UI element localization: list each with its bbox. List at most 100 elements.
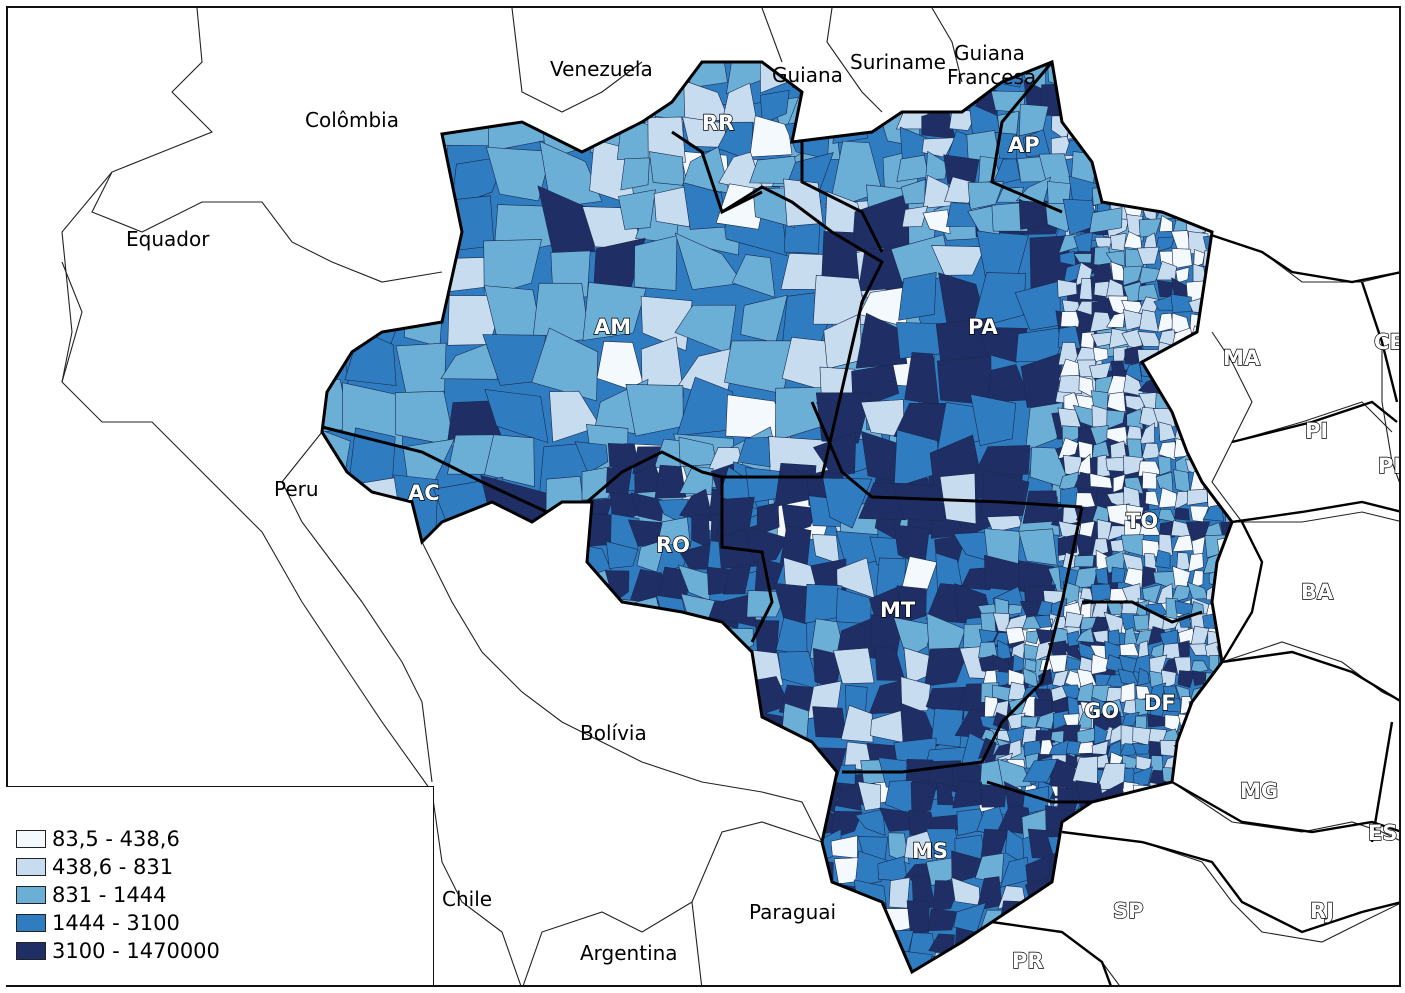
municipality-cell [1096, 949, 1128, 972]
municipality-cell [582, 282, 647, 341]
municipality-cell [896, 585, 927, 623]
country-label-guiana-francesa-2: Francesa [947, 65, 1036, 89]
municipality-cell [1079, 277, 1093, 300]
legend-label-2: 438,6 - 831 [52, 855, 174, 879]
municipality-cell [1006, 614, 1028, 631]
legend-label-3: 831 - 1444 [52, 883, 167, 907]
municipality-cell [1103, 812, 1126, 841]
state-label-ms: MS [912, 839, 948, 863]
municipality-cell [1169, 379, 1191, 397]
municipality-cell [1076, 711, 1092, 729]
municipality-cell [660, 62, 688, 89]
municipality-cell [1157, 455, 1172, 476]
municipality-cell [1089, 113, 1116, 137]
country-label-equador: Equador [126, 227, 210, 251]
municipality-cell [1096, 763, 1126, 791]
municipality-cell [1219, 553, 1232, 574]
neighbor-state-labels: MA PI CE PE BA MG ES SP RJ PR [1011, 329, 1399, 973]
municipality-cell [1218, 781, 1232, 799]
municipality-cell [1207, 769, 1223, 785]
municipality-cell [1072, 855, 1106, 880]
country-label-suriname: Suriname [850, 50, 946, 74]
municipality-cell [906, 900, 930, 934]
municipality-cell [910, 782, 938, 816]
municipality-cell [1121, 328, 1144, 350]
municipality-cell [1087, 137, 1118, 164]
municipality-cell [1093, 262, 1114, 282]
municipality-cell [822, 477, 873, 529]
municipality-cell [1155, 358, 1174, 376]
municipality-cell [1091, 441, 1110, 458]
municipality-cell [1138, 218, 1162, 238]
municipality-cell [836, 923, 866, 955]
municipality-cell [1206, 425, 1221, 446]
municipality-cell [1065, 84, 1098, 113]
municipality-cell [783, 178, 824, 227]
municipality-cell [853, 922, 883, 958]
municipality-cell [1201, 437, 1224, 461]
municipality-cell [1111, 566, 1126, 583]
municipality-cell [1075, 975, 1105, 987]
municipality-cell [1073, 253, 1092, 264]
municipality-cell [1219, 201, 1232, 219]
municipality-cell [1217, 409, 1232, 427]
country-label-paraguai: Paraguai [749, 900, 836, 924]
municipality-cell [343, 476, 401, 538]
municipality-cell [1090, 654, 1112, 675]
municipality-cell [1122, 754, 1139, 770]
municipality-cell [1124, 627, 1139, 648]
municipality-cell [641, 336, 685, 397]
municipality-cell [408, 236, 452, 306]
municipality-cell [1089, 207, 1123, 234]
municipality-cell [1076, 627, 1095, 643]
municipality-cell [1149, 700, 1166, 717]
map-frame: Colômbia Venezuela Guiana Suriname Guian… [6, 6, 1401, 987]
municipality-cell [1073, 471, 1094, 491]
municipality-cell [1218, 470, 1232, 493]
municipality-cell [720, 627, 754, 660]
municipality-cell [814, 972, 840, 987]
municipality-cell [840, 704, 874, 743]
municipality-cell [714, 777, 752, 806]
municipality-cell [1205, 196, 1224, 220]
municipality-cell [1203, 696, 1222, 718]
municipality-cell [655, 540, 692, 575]
country-label-colombia: Colômbia [305, 108, 399, 132]
municipality-cell [1092, 346, 1109, 363]
municipality-cell [1220, 667, 1232, 689]
state-label-ma: MA [1223, 346, 1261, 370]
municipality-cell [1159, 629, 1178, 647]
municipality-cell [1112, 474, 1126, 493]
state-label-rr: RR [702, 111, 734, 135]
municipality-cell [900, 676, 931, 712]
municipality-cell [924, 647, 970, 687]
municipality-cell [992, 632, 1009, 646]
municipality-cell [816, 927, 836, 960]
municipality-cell [1026, 630, 1041, 645]
municipality-cell [1093, 723, 1108, 745]
municipality-cell [1095, 567, 1109, 585]
municipality-cell [647, 116, 686, 163]
municipality-cell [1075, 904, 1101, 937]
municipality-cell [1201, 456, 1225, 478]
legend-label-4: 1444 - 3100 [52, 911, 180, 935]
municipality-cell [978, 629, 999, 644]
municipality-cell [1201, 310, 1220, 328]
municipality-cell [1018, 198, 1047, 230]
municipality-cell [971, 272, 1027, 330]
municipality-cell [833, 647, 875, 684]
municipality-cell [834, 784, 862, 811]
municipality-cell [976, 950, 1006, 972]
municipality-cell [1154, 549, 1171, 569]
legend-swatch-2 [16, 858, 46, 876]
municipality-cell [954, 927, 987, 953]
municipality-cell [1095, 157, 1120, 187]
municipality-cell [653, 184, 694, 228]
municipality-cell [1121, 711, 1140, 727]
municipality-cell [1022, 490, 1059, 524]
municipality-cell [1120, 682, 1136, 703]
municipality-cell [1137, 349, 1161, 363]
municipality-cell [812, 706, 847, 739]
municipality-cell [1063, 262, 1082, 285]
municipality-cell [904, 829, 933, 861]
